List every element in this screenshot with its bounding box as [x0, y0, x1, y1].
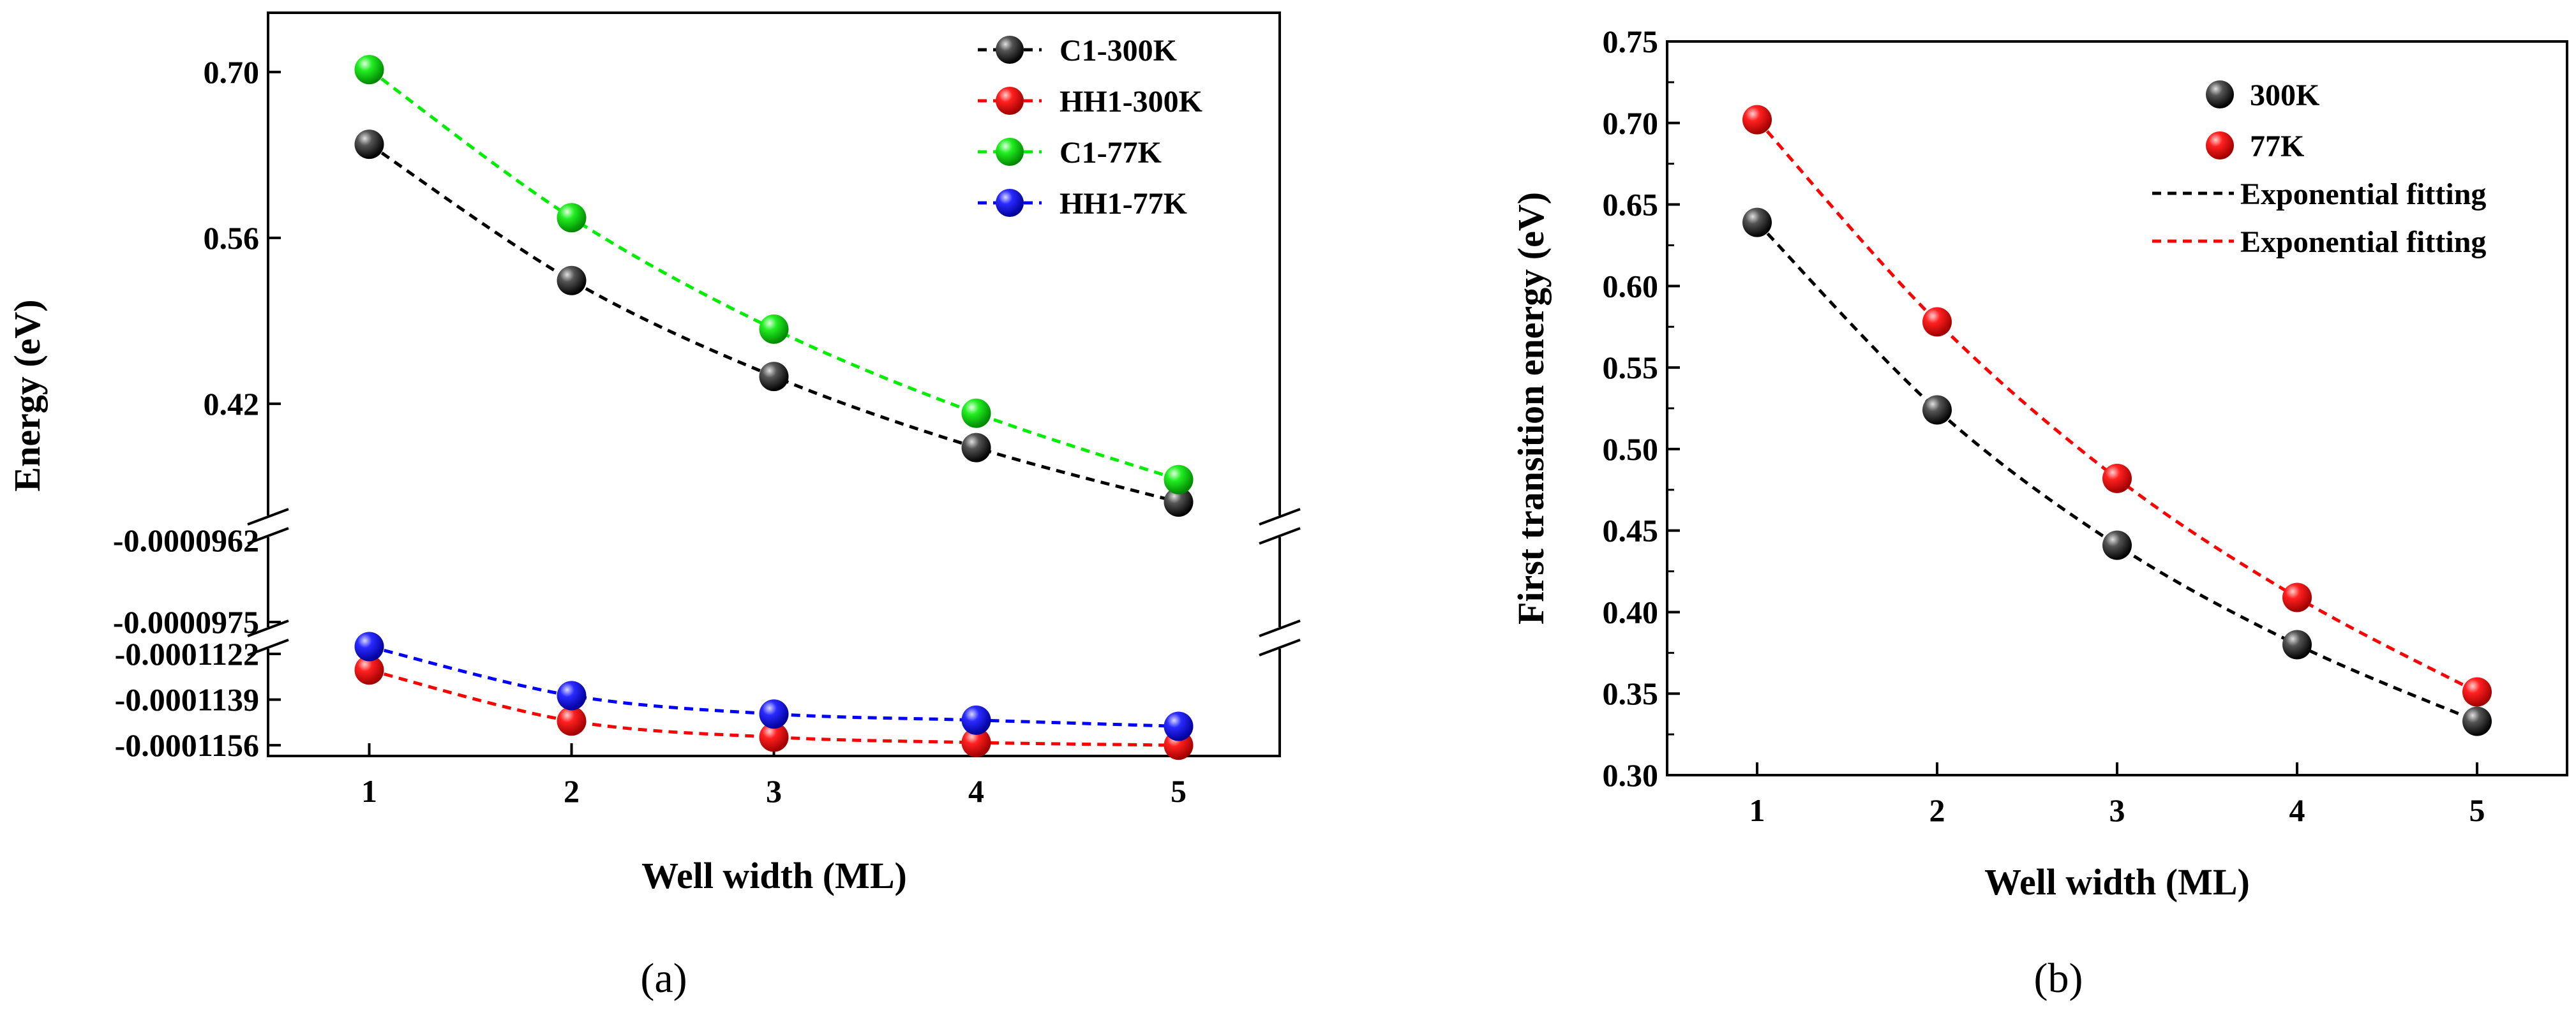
data-point-c1-300k	[354, 130, 384, 159]
data-point-77k	[1922, 307, 1952, 337]
panel-b-y-tick-label: 0.50	[1603, 431, 1659, 467]
panel-a-x-tick-label: 5	[1171, 773, 1187, 809]
legend-label-fit-77k: Exponential fitting	[2240, 225, 2486, 259]
panel-b-x-tick-label: 4	[2289, 792, 2305, 828]
data-point-c1-77k	[354, 55, 384, 85]
data-point-77k	[1742, 105, 1772, 135]
panel-b-x-axis-title: Well width (ML)	[1984, 861, 2250, 903]
legend-marker-c1-77k	[996, 138, 1024, 166]
data-point-c1-300k	[961, 433, 991, 463]
axis-break-slash	[1259, 527, 1301, 545]
data-point-hh1-300k	[759, 722, 789, 752]
data-point-300k	[1742, 207, 1772, 237]
panel-a-x-axis-title: Well width (ML)	[641, 855, 907, 896]
panel-a-y-tick-label: -0.0000975	[113, 604, 259, 640]
data-point-c1-77k	[759, 314, 789, 344]
panel-a-y-break-label: -0.0000962	[113, 522, 259, 558]
data-point-hh1-77k	[1164, 711, 1194, 741]
panel-a-label: (a)	[640, 955, 687, 1002]
data-point-300k	[2462, 706, 2492, 736]
panel-b-x-tick-label: 2	[1929, 792, 1945, 828]
axis-break-slash	[247, 527, 289, 545]
data-point-hh1-77k	[759, 699, 789, 729]
legend-marker-hh1-77k	[996, 189, 1024, 217]
panel-b-y-tick-label: 0.65	[1603, 187, 1659, 223]
panel-a-legend: C1-300K HH1-300K C1-77K HH1-77K	[978, 34, 1202, 221]
data-point-hh1-77k	[354, 632, 384, 662]
legend-marker-77k	[2206, 131, 2234, 159]
panel-b-y-tick-label: 0.40	[1603, 594, 1659, 630]
axis-break-gap	[1275, 627, 1285, 649]
legend-marker-300k	[2206, 80, 2234, 108]
data-point-c1-300k	[759, 362, 789, 392]
legend-label-c1-77k: C1-77K	[1060, 136, 1162, 170]
axis-break-gap	[263, 515, 273, 537]
legend-marker-hh1-300k	[996, 87, 1024, 115]
data-point-300k	[2282, 630, 2312, 660]
legend-label-c1-300k: C1-300K	[1060, 34, 1177, 68]
legend-label-77k: 77K	[2250, 130, 2304, 163]
axis-break-slash	[1259, 619, 1301, 637]
panel-b-y-tick-label: 0.70	[1603, 105, 1659, 141]
panel-b-plot-frame	[1666, 40, 2568, 776]
data-point-300k	[2102, 530, 2132, 560]
data-point-c1-77k	[557, 203, 587, 233]
axis-break-slash	[1259, 508, 1301, 526]
data-point-hh1-300k	[557, 706, 587, 736]
axis-break-gap	[1275, 515, 1285, 537]
fit-line-300k	[1756, 221, 2478, 723]
panel-b-y-tick-label: 0.55	[1603, 350, 1659, 385]
data-point-hh1-300k	[961, 727, 991, 757]
data-point-c1-77k	[961, 398, 991, 428]
data-point-77k	[2282, 582, 2312, 612]
data-point-hh1-77k	[961, 705, 991, 735]
panel-b-y-tick-label: 0.35	[1603, 676, 1659, 711]
data-point-hh1-77k	[557, 681, 587, 711]
axis-break-slash	[1259, 639, 1301, 656]
panel-a-y-tick-label: -0.0001156	[115, 727, 259, 763]
data-point-c1-77k	[1164, 464, 1194, 494]
data-point-c1-300k	[1164, 487, 1194, 517]
panel-a-x-tick-label: 1	[361, 773, 377, 809]
panel-b-legend: 300K 77K Exponential fitting Exponential…	[2152, 78, 2486, 259]
panel-a-y-tick-label: -0.0001122	[115, 636, 259, 672]
axis-break-gap	[263, 627, 273, 649]
legend-label-300k: 300K	[2250, 78, 2319, 112]
legend-label-hh1-300k: HH1-300K	[1060, 85, 1202, 119]
series-line-hh1-300k	[368, 668, 1179, 747]
panel-b-y-axis-title: First transition energy (eV)	[1510, 192, 1552, 625]
data-point-77k	[2102, 463, 2132, 493]
panel-a-y-tick-label: -0.0001139	[115, 682, 259, 718]
data-point-300k	[1922, 395, 1952, 425]
series-line-hh1-77k	[368, 645, 1179, 728]
panel-b-y-tick-label: 0.30	[1603, 757, 1659, 793]
panel-b-y-tick-label: 0.60	[1603, 268, 1659, 304]
legend-label-fit-300k: Exponential fitting	[2240, 177, 2486, 211]
panel-a-y-tick-label: 0.56	[204, 220, 260, 256]
panel-a-y-axis-title: Energy (eV)	[6, 299, 48, 491]
panel-b-label: (b)	[2034, 955, 2083, 1002]
legend-label-hh1-77k: HH1-77K	[1060, 187, 1187, 221]
panel-b-x-tick-label: 3	[2109, 792, 2125, 828]
axis-break-slash	[247, 639, 289, 656]
panel-a-x-tick-label: 4	[968, 773, 984, 809]
legend-marker-c1-300k	[996, 36, 1024, 64]
panel-a-y-tick-label: 0.42	[204, 386, 260, 422]
panel-a-x-tick-label: 3	[766, 773, 782, 809]
panel-b-x-tick-label: 5	[2469, 792, 2485, 828]
panel-b-y-tick-label: 0.75	[1603, 24, 1659, 59]
panel-a-energy-chart: 1 2 3 4 50.420.560.70-0.0000962-0.0000975-0.…	[6, 11, 1301, 1002]
panel-a-y-tick-label: 0.70	[204, 54, 260, 90]
panel-b-x-tick-label: 1	[1749, 792, 1765, 828]
panel-b-y-tick-label: 0.45	[1603, 513, 1659, 549]
data-point-77k	[2462, 677, 2492, 707]
data-point-hh1-300k	[354, 655, 384, 685]
panel-a-x-tick-label: 2	[564, 773, 580, 809]
panel-b-transition-chart: 1 2 3 4 5 0.30 0.35 0.40 0.45 0.50 0.55 0.60 0.65 0.7…	[1510, 24, 2568, 1002]
axis-break-slash	[247, 508, 289, 526]
axis-break-slash	[247, 619, 289, 637]
data-point-c1-300k	[557, 265, 587, 295]
series-line-c1-77k	[368, 68, 1179, 482]
